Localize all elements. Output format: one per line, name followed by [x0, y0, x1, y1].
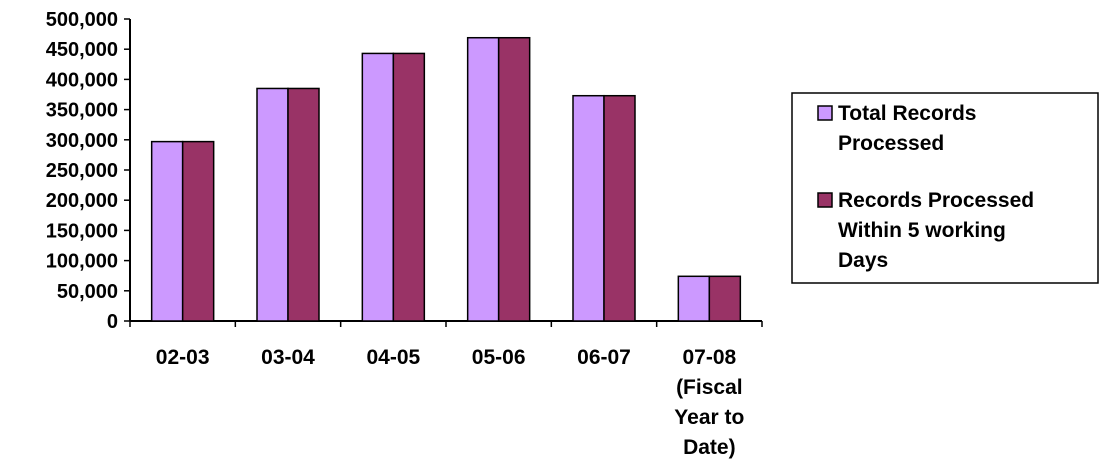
- axes: 0 50,000 100,000 150,000 200,000 250,000 300,0…: [46, 9, 763, 459]
- x-category-label: 03-04: [261, 346, 315, 369]
- legend-swatch-1: [817, 105, 833, 121]
- bars: [150, 36, 742, 322]
- y-tick-label: 150,000: [46, 220, 118, 242]
- legend-label-2: Records Processed Within 5 working Days: [838, 189, 1034, 272]
- x-category-label: 06-07: [577, 346, 631, 369]
- y-tick-label: 50,000: [57, 281, 118, 303]
- bar-series-1: [361, 52, 395, 322]
- y-tick-label: 0: [107, 311, 118, 333]
- bar-series-2: [287, 87, 320, 322]
- y-tick-label: 100,000: [46, 251, 118, 273]
- bar-series-2: [181, 140, 215, 322]
- legend-label-1: Total Records Processed: [838, 102, 976, 155]
- x-category-label: 07-08 (Fiscal Year to Date): [674, 346, 744, 459]
- legend-swatch-2: [817, 192, 833, 208]
- y-tick-label: 200,000: [46, 190, 118, 212]
- x-category-label: 04-05: [366, 346, 420, 369]
- bar-series-2: [603, 94, 636, 322]
- bar-series-1: [256, 87, 289, 322]
- bar-series-2: [497, 36, 531, 322]
- bar-series-1: [150, 140, 184, 322]
- bar-series-2: [392, 52, 426, 322]
- bar-series-2: [708, 275, 742, 322]
- bar-series-1: [677, 275, 711, 322]
- x-category-label: 02-03: [156, 346, 210, 369]
- y-tick-label: 300,000: [46, 130, 118, 152]
- y-tick-label: 500,000: [46, 9, 118, 31]
- legend-box: [791, 92, 1099, 284]
- x-category-label: 05-06: [472, 346, 526, 369]
- y-tick-label: 250,000: [46, 160, 118, 182]
- bar-series-1: [572, 94, 605, 322]
- y-tick-label: 350,000: [46, 100, 118, 122]
- bar-series-1: [466, 36, 500, 322]
- y-tick-label: 400,000: [46, 69, 118, 91]
- legend: Total Records Processed Records Processed W…: [791, 92, 1099, 284]
- y-tick-label: 450,000: [46, 39, 118, 61]
